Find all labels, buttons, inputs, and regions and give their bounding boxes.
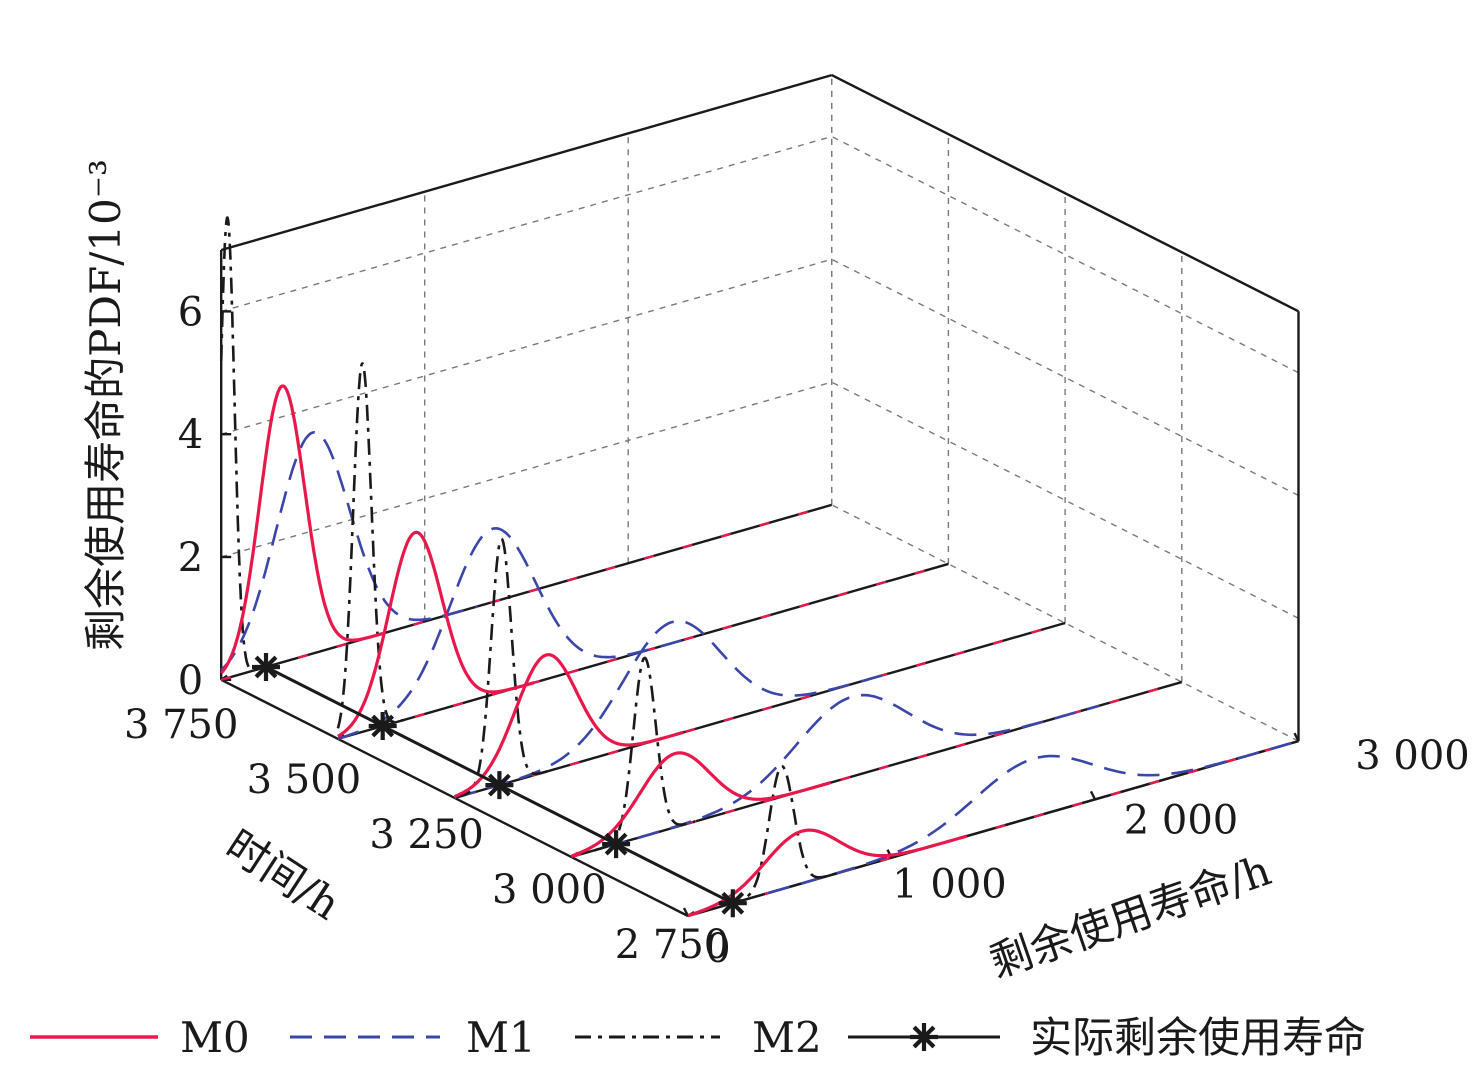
slice-baseline-m0 xyxy=(220,503,833,681)
series-actual-marker xyxy=(718,889,747,918)
axis-edge xyxy=(220,73,833,252)
grid-line xyxy=(831,381,1299,619)
axis-edge xyxy=(831,74,1300,313)
z-axis-title: 剩余使用寿命的PDF/10⁻³ xyxy=(81,159,130,651)
x-tick-label: 2 000 xyxy=(1124,797,1239,843)
grid-layer xyxy=(220,75,1300,742)
legend-marker-actual xyxy=(910,1023,938,1051)
series-m2-curve xyxy=(219,216,261,672)
series-m2-curve xyxy=(593,656,696,852)
x-tick xyxy=(1293,732,1300,742)
y-axis-title: 时间/h xyxy=(217,820,349,929)
series-m1-curve xyxy=(220,431,479,672)
series-m1-curve xyxy=(337,527,686,740)
x-tick-label: 3 000 xyxy=(1355,733,1470,779)
series-m1-curve xyxy=(604,693,1100,849)
series-m1-curve xyxy=(768,739,1299,895)
y-tick-label: 2 750 xyxy=(615,922,730,968)
legend-label-m0: M0 xyxy=(180,1013,250,1062)
slice-baseline-m0 xyxy=(337,562,949,741)
grid-line xyxy=(221,135,832,313)
slice-baseline-m0 xyxy=(687,739,1299,918)
z-tick-label: 0 xyxy=(178,658,203,704)
grid-line xyxy=(831,135,1299,374)
grid-line xyxy=(221,381,832,558)
slice-baseline-m0 xyxy=(570,680,1183,859)
x-tick-label: 1 000 xyxy=(892,862,1007,908)
x-tick xyxy=(1089,790,1097,800)
x-tick xyxy=(682,907,690,917)
x-axis-title: 剩余使用寿命/h xyxy=(984,845,1277,987)
z-tick-label: 2 xyxy=(178,535,203,581)
series-m2-curve xyxy=(336,362,405,729)
z-tick-label: 6 xyxy=(178,289,203,335)
slice-baseline-m0 xyxy=(454,621,1066,800)
x-tick-label: 0 xyxy=(705,926,730,972)
series-m2-curve xyxy=(455,537,548,799)
grid-line xyxy=(831,504,1299,742)
y-tick-label: 3 250 xyxy=(369,812,484,858)
legend: M0 M1 M2 实际剩余使用寿命 xyxy=(30,1013,1366,1062)
legend-label-actual: 实际剩余使用寿命 xyxy=(1030,1013,1366,1062)
grid-line xyxy=(221,258,832,435)
series-m0-curve xyxy=(570,751,832,858)
series-m2-curve xyxy=(726,765,838,907)
y-tick-label: 3 750 xyxy=(124,702,239,748)
series-actual-marker xyxy=(368,712,397,740)
series-m1-curve xyxy=(454,619,893,800)
axis-box-layer xyxy=(219,73,1300,918)
series-m0-curve xyxy=(220,384,384,675)
series-actual-marker xyxy=(485,771,514,800)
y-tick-label: 3 500 xyxy=(247,757,362,803)
legend-label-m1: M1 xyxy=(466,1013,536,1062)
legend-label-m2: M2 xyxy=(752,1013,822,1062)
grid-line xyxy=(831,258,1299,497)
y-tick-label: 3 000 xyxy=(492,867,607,913)
series-actual-marker xyxy=(602,830,631,859)
series-layer xyxy=(219,216,1299,918)
z-tick-label: 4 xyxy=(178,412,203,458)
series-m0-curve xyxy=(453,653,684,799)
series-m0-curve xyxy=(337,530,535,738)
series-actual-marker xyxy=(252,653,280,681)
